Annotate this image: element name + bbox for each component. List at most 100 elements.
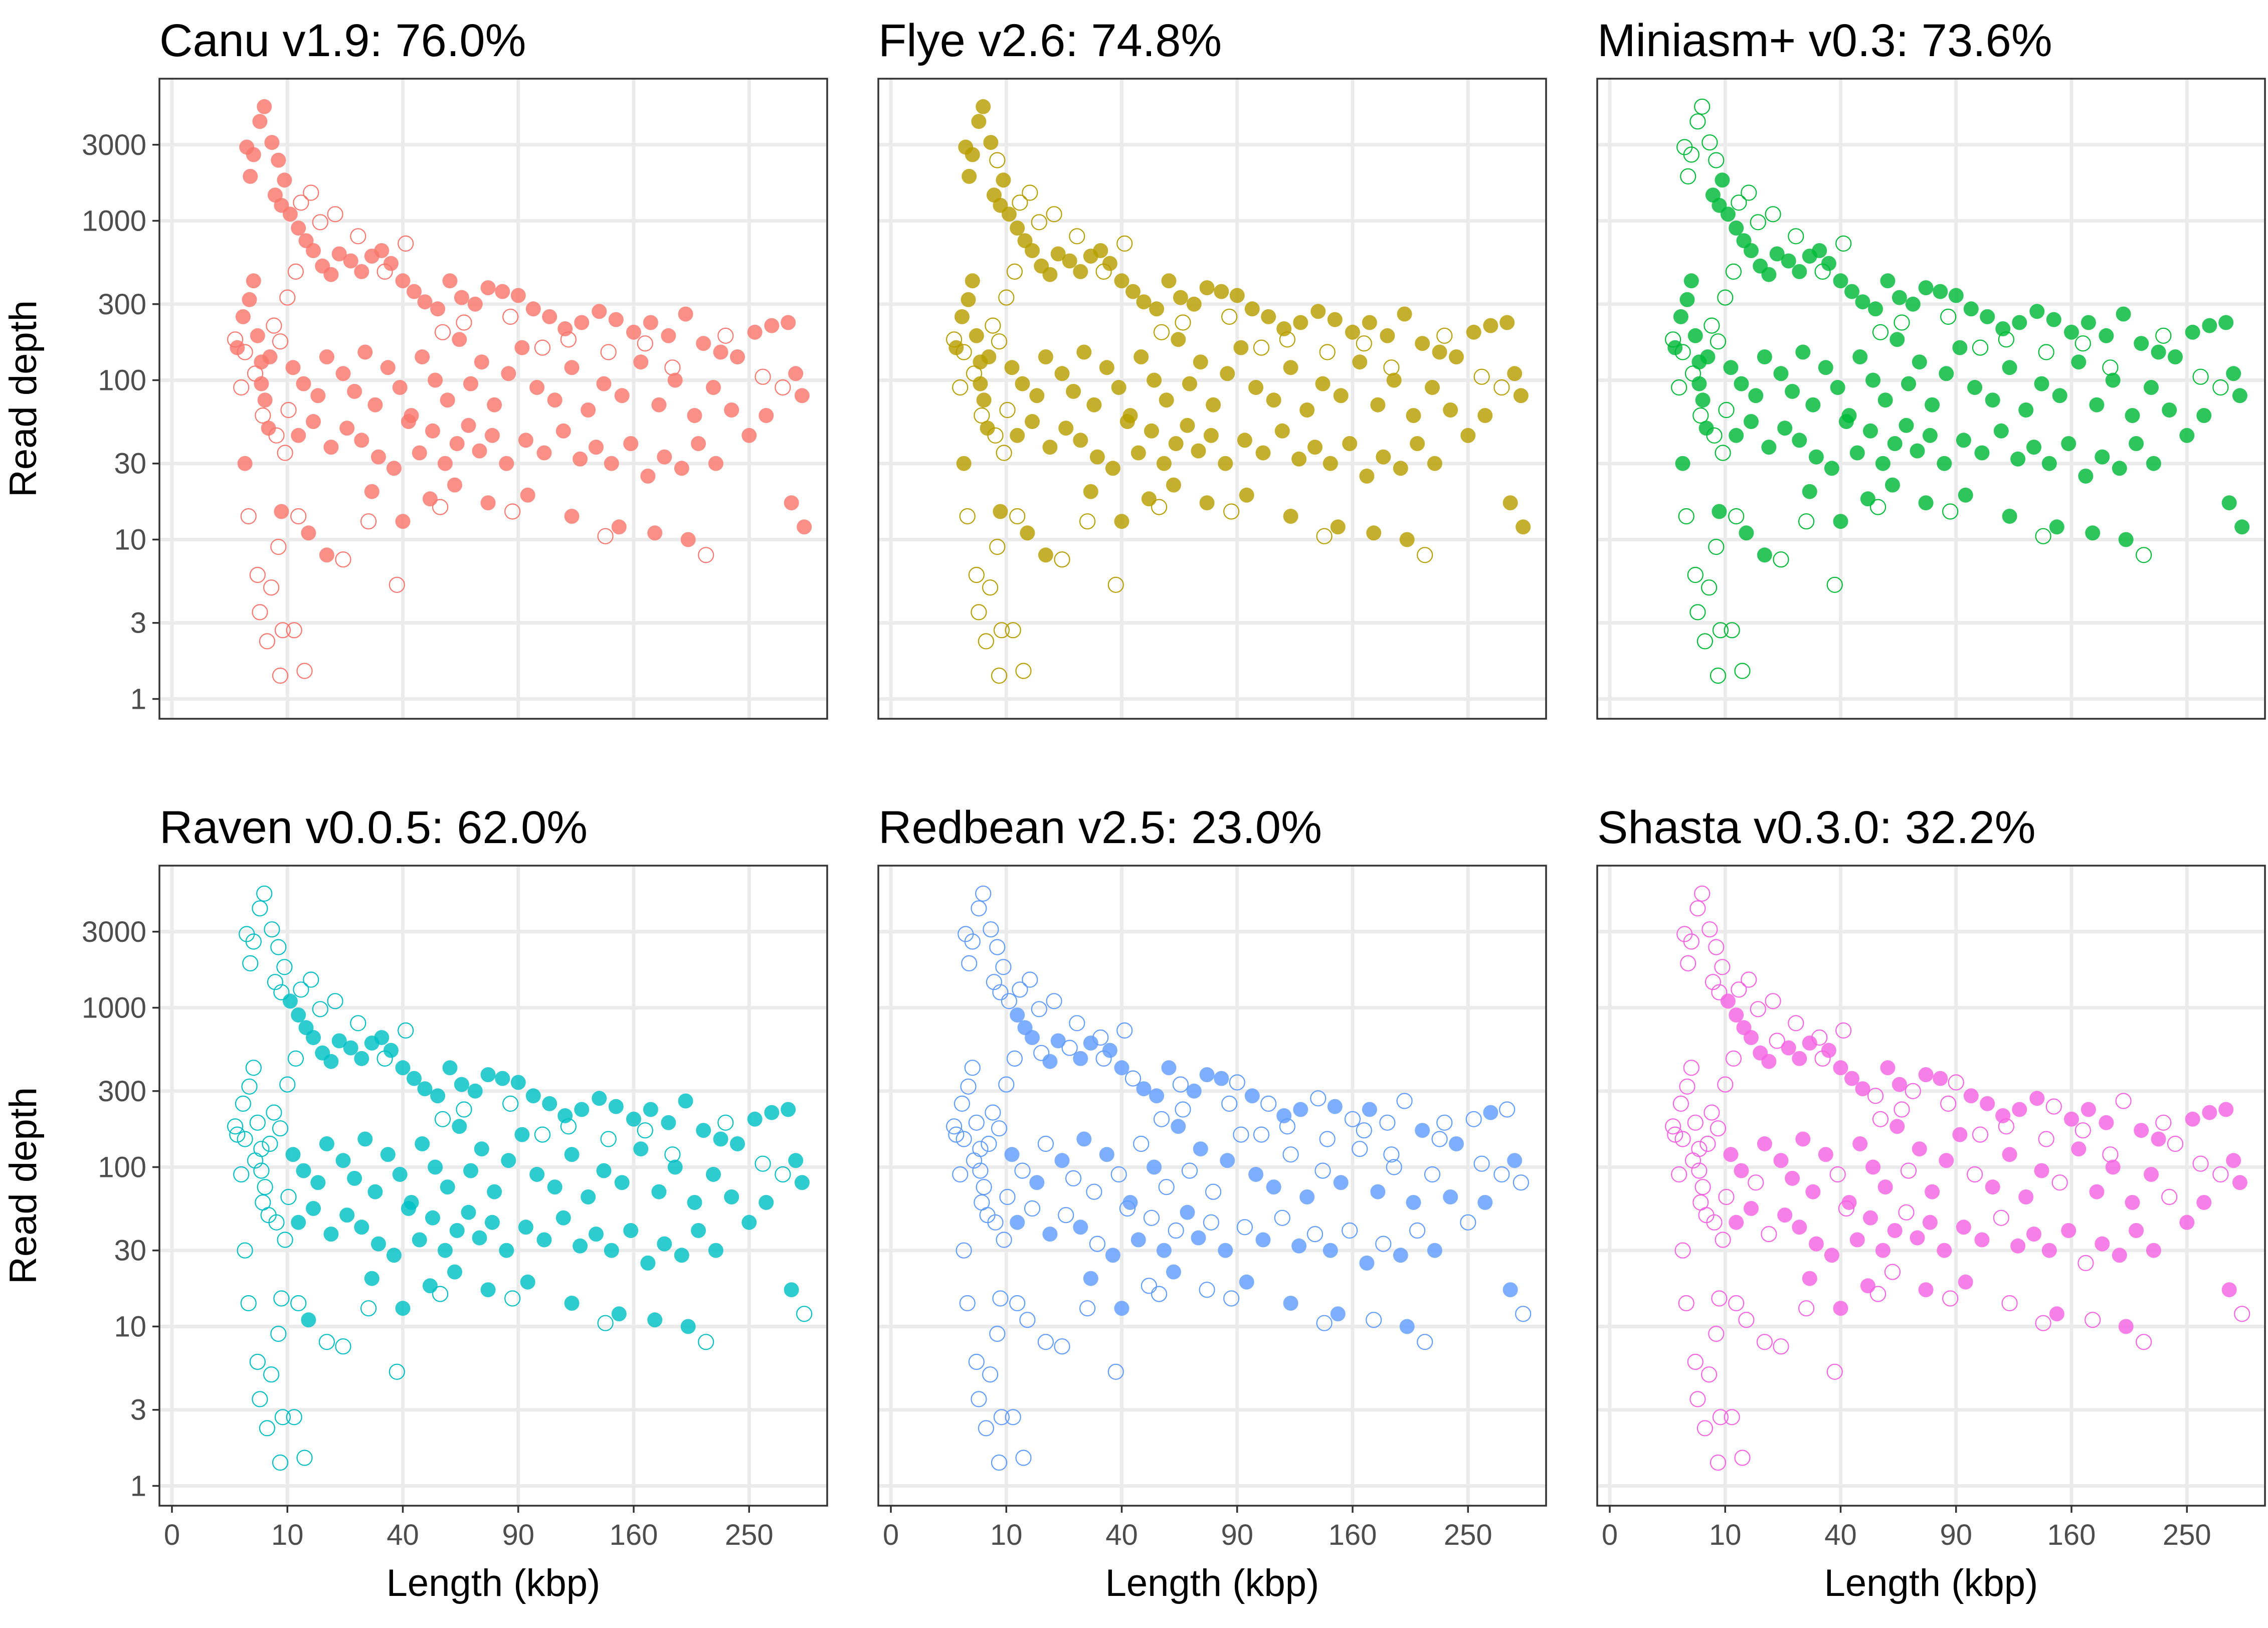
assembled-point	[339, 421, 355, 436]
assembled-point	[484, 428, 500, 443]
assembled-point	[1892, 290, 1907, 305]
unassembled-point	[270, 538, 287, 555]
unassembled-point	[1972, 1126, 1989, 1143]
unassembled-point	[534, 339, 551, 356]
assembled-point	[1795, 1131, 1811, 1147]
assembled-point	[1865, 372, 1881, 388]
y-tick-label: 10	[114, 523, 146, 556]
assembled-point	[1073, 1051, 1088, 1066]
unassembled-point	[1417, 547, 1433, 563]
unassembled-point	[1037, 1135, 1054, 1152]
unassembled-point	[1689, 113, 1706, 130]
assembled-point	[1952, 1127, 1968, 1142]
assembled-point	[1220, 1153, 1235, 1168]
unassembled-point	[264, 921, 280, 938]
y-tick-label: 1000	[82, 205, 146, 237]
assembled-point	[1199, 280, 1215, 296]
unassembled-point	[1773, 551, 1789, 568]
unassembled-point	[1058, 1207, 1074, 1224]
assembled-point	[463, 1163, 478, 1178]
assembled-point	[678, 306, 693, 322]
unassembled-point	[274, 1409, 291, 1426]
assembled-point	[1852, 349, 1868, 364]
assembled-point	[306, 414, 321, 429]
panel-title: Raven v0.0.5: 62.0%	[159, 802, 588, 853]
y-tick-label: 100	[98, 364, 146, 396]
unassembled-point	[1513, 1174, 1529, 1191]
unassembled-point	[974, 1194, 990, 1211]
unassembled-point	[998, 1076, 1015, 1093]
assembled-point	[407, 1071, 422, 1086]
assembled-point	[1993, 423, 2009, 439]
unassembled-point	[1708, 1325, 1725, 1342]
assembled-point	[680, 1319, 696, 1334]
assembled-point	[2129, 436, 2144, 451]
unassembled-point	[1674, 1131, 1691, 1147]
assembled-point	[1193, 354, 1208, 370]
assembled-point	[1963, 301, 1979, 317]
unassembled-point	[2038, 344, 2054, 360]
assembled-point	[633, 1141, 649, 1157]
assembled-point	[1679, 292, 1695, 307]
unassembled-point	[350, 228, 366, 245]
unassembled-point	[754, 368, 771, 385]
assembled-point	[1821, 1043, 1836, 1058]
assembled-point	[1792, 1219, 1807, 1235]
assembled-point	[401, 414, 416, 429]
unassembled-point	[998, 289, 1015, 306]
x-tick-label: 10	[1709, 1519, 1742, 1551]
assembled-point	[374, 243, 390, 258]
unassembled-point	[335, 551, 351, 568]
assembled-point	[407, 284, 422, 299]
unassembled-point	[1274, 1209, 1290, 1226]
unassembled-point	[956, 1242, 972, 1259]
assembled-point	[1147, 372, 1162, 388]
unassembled-point	[1499, 1101, 1516, 1118]
unassembled-point	[1798, 1300, 1815, 1317]
assembled-point	[1171, 1119, 1186, 1134]
assembled-point	[1191, 1230, 1206, 1246]
assembled-point	[2151, 344, 2166, 360]
unassembled-point	[266, 1104, 282, 1121]
assembled-point	[1818, 1147, 1833, 1162]
unassembled-point	[245, 1060, 262, 1076]
unassembled-point	[717, 327, 734, 344]
assembled-point	[1156, 456, 1172, 471]
assembled-point	[1427, 1243, 1442, 1258]
assembled-point	[983, 135, 999, 150]
unassembled-point	[1229, 1074, 1245, 1091]
unassembled-point	[1717, 1076, 1734, 1093]
assembled-point	[1905, 296, 1921, 312]
x-tick-label: 10	[271, 1519, 304, 1551]
assembled-point	[1010, 1007, 1025, 1023]
assembled-point	[1781, 253, 1796, 269]
unassembled-point	[717, 1114, 734, 1131]
panel-3: Miniasm+ v0.3: 73.6%	[1596, 15, 2266, 720]
assembled-point	[370, 449, 386, 465]
assembled-point	[2134, 1123, 2149, 1138]
unassembled-point	[2212, 379, 2229, 396]
assembled-point	[1729, 428, 1744, 443]
assembled-point	[370, 1236, 386, 1252]
unassembled-point	[960, 1078, 977, 1095]
assembled-point	[1720, 993, 1736, 1009]
assembled-point	[347, 383, 362, 399]
unassembled-point	[1233, 1126, 1249, 1143]
assembled-point	[1865, 1159, 1881, 1175]
assembled-point	[696, 1123, 711, 1138]
assembled-point	[781, 315, 796, 330]
assembled-point	[1161, 1060, 1177, 1076]
assembled-point	[1781, 1040, 1796, 1056]
unassembled-point	[318, 1334, 335, 1350]
unassembled-point	[1870, 1286, 1886, 1302]
assembled-point	[1293, 315, 1308, 330]
assembled-point	[1001, 207, 1017, 222]
assembled-point	[306, 243, 321, 258]
assembled-point	[589, 440, 604, 455]
unassembled-point	[1704, 317, 1720, 334]
unassembled-point	[1867, 1088, 1884, 1104]
assembled-point	[1683, 273, 1699, 289]
assembled-point	[564, 1296, 580, 1311]
unassembled-point	[1884, 1264, 1901, 1280]
